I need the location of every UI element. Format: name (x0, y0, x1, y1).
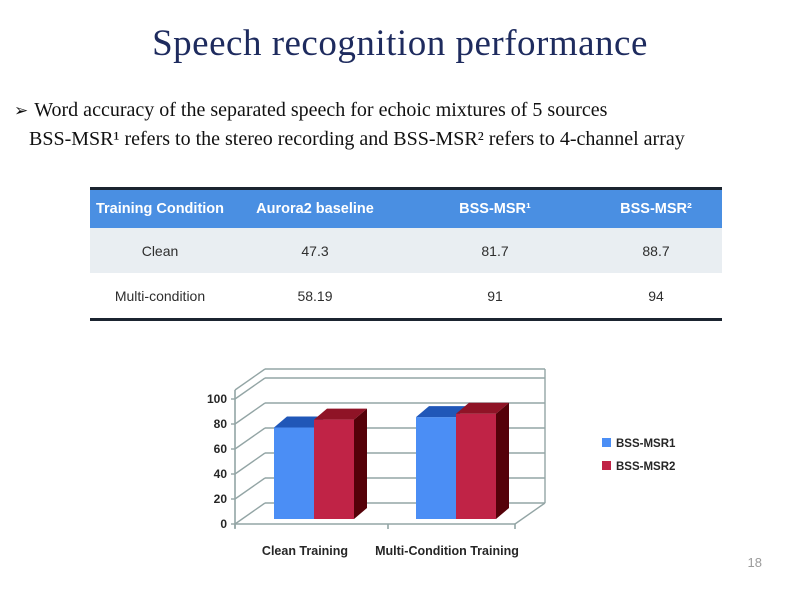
gridline-depth (234, 377, 266, 400)
bullet-line-1: ➢ Word accuracy of the separated speech f… (14, 96, 774, 125)
bar-bss-msr1-multi-condition-training-front (416, 417, 456, 519)
cell-bss-msr1: 81.7 (481, 242, 509, 259)
table-header-bss-msr2: BSS-MSR² (620, 201, 692, 217)
category-label: Multi-Condition Training (375, 544, 519, 558)
bar-chart: 0 20 40 60 80 100 Clean Training Multi-Conditio… (185, 350, 730, 592)
bar-bss-msr2-clean-training-top (314, 408, 367, 420)
cell-bss-msr1: 91 (487, 287, 503, 304)
slide-title: Speech recognition performance (152, 23, 648, 64)
bullet-arrow-icon: ➢ (14, 101, 29, 120)
table-header-row: Training Condition Aurora2 baseline BSS-… (90, 190, 722, 228)
y-axis-tick-label: 40 (214, 467, 228, 481)
cell-bss-msr2: 88.7 (642, 242, 670, 259)
legend-label: BSS-MSR1 (616, 438, 676, 450)
bar-bss-msr2-clean-training-side (354, 408, 367, 519)
table-row: Multi-condition 58.19 91 94 (90, 273, 722, 318)
gridline-depth (234, 452, 266, 475)
bar-bss-msr2-clean-training-front (314, 419, 354, 519)
bar-bss-msr1-clean-training-top (274, 416, 327, 428)
category-label: Clean Training (262, 544, 348, 558)
table-header-training-condition: Training Condition (95, 201, 225, 217)
bar-bss-msr1-multi-condition-training-top (416, 406, 469, 418)
gridline-depth (234, 477, 266, 500)
bullet-text-block: ➢ Word accuracy of the separated speech f… (14, 96, 774, 154)
table-header-bss-msr1: BSS-MSR¹ (459, 201, 531, 217)
legend-label: BSS-MSR2 (616, 461, 675, 473)
results-table: Training Condition Aurora2 baseline BSS-… (90, 187, 722, 321)
bar-bss-msr2-multi-condition-training-side (496, 402, 509, 519)
table-row: Clean 47.3 81.7 88.7 (90, 228, 722, 273)
cell-bss-msr2: 94 (648, 287, 664, 304)
floor-right-edge (514, 502, 546, 525)
y-axis-tick-label: 80 (214, 417, 228, 431)
bar-chart-svg: 0 20 40 60 80 100 Clean Training Multi-Conditio… (207, 368, 676, 558)
gridline-depth (234, 402, 266, 425)
bullet-line-1-text: Word accuracy of the separated speech fo… (34, 99, 608, 121)
bar-bss-msr2-multi-condition-training-top (456, 402, 509, 414)
cell-aurora2-baseline: 58.19 (297, 287, 333, 304)
cell-training-condition: Multi-condition (114, 287, 206, 304)
y-axis-tick-label: 0 (220, 517, 227, 531)
bar-bss-msr2-multi-condition-training-front (456, 413, 496, 519)
y-axis-tick-label: 60 (214, 442, 228, 456)
cell-training-condition: Clean (141, 242, 179, 259)
bar-bss-msr1-clean-training-front (274, 427, 314, 519)
gridline-depth (234, 427, 266, 450)
page-number: 18 (747, 555, 762, 570)
table-header-aurora2-baseline: Aurora2 baseline (256, 201, 374, 217)
y-axis-tick-label: 100 (207, 392, 227, 406)
cell-aurora2-baseline: 47.3 (301, 242, 329, 259)
bullet-line-2: BSS-MSR¹ refers to the stereo recording … (29, 128, 685, 150)
y-axis-tick-label: 20 (214, 492, 228, 506)
wall-top-left-edge (234, 368, 266, 391)
gridline-depth (234, 502, 266, 525)
legend-swatch-bss-msr2 (602, 461, 611, 470)
legend-swatch-bss-msr1 (602, 438, 611, 447)
